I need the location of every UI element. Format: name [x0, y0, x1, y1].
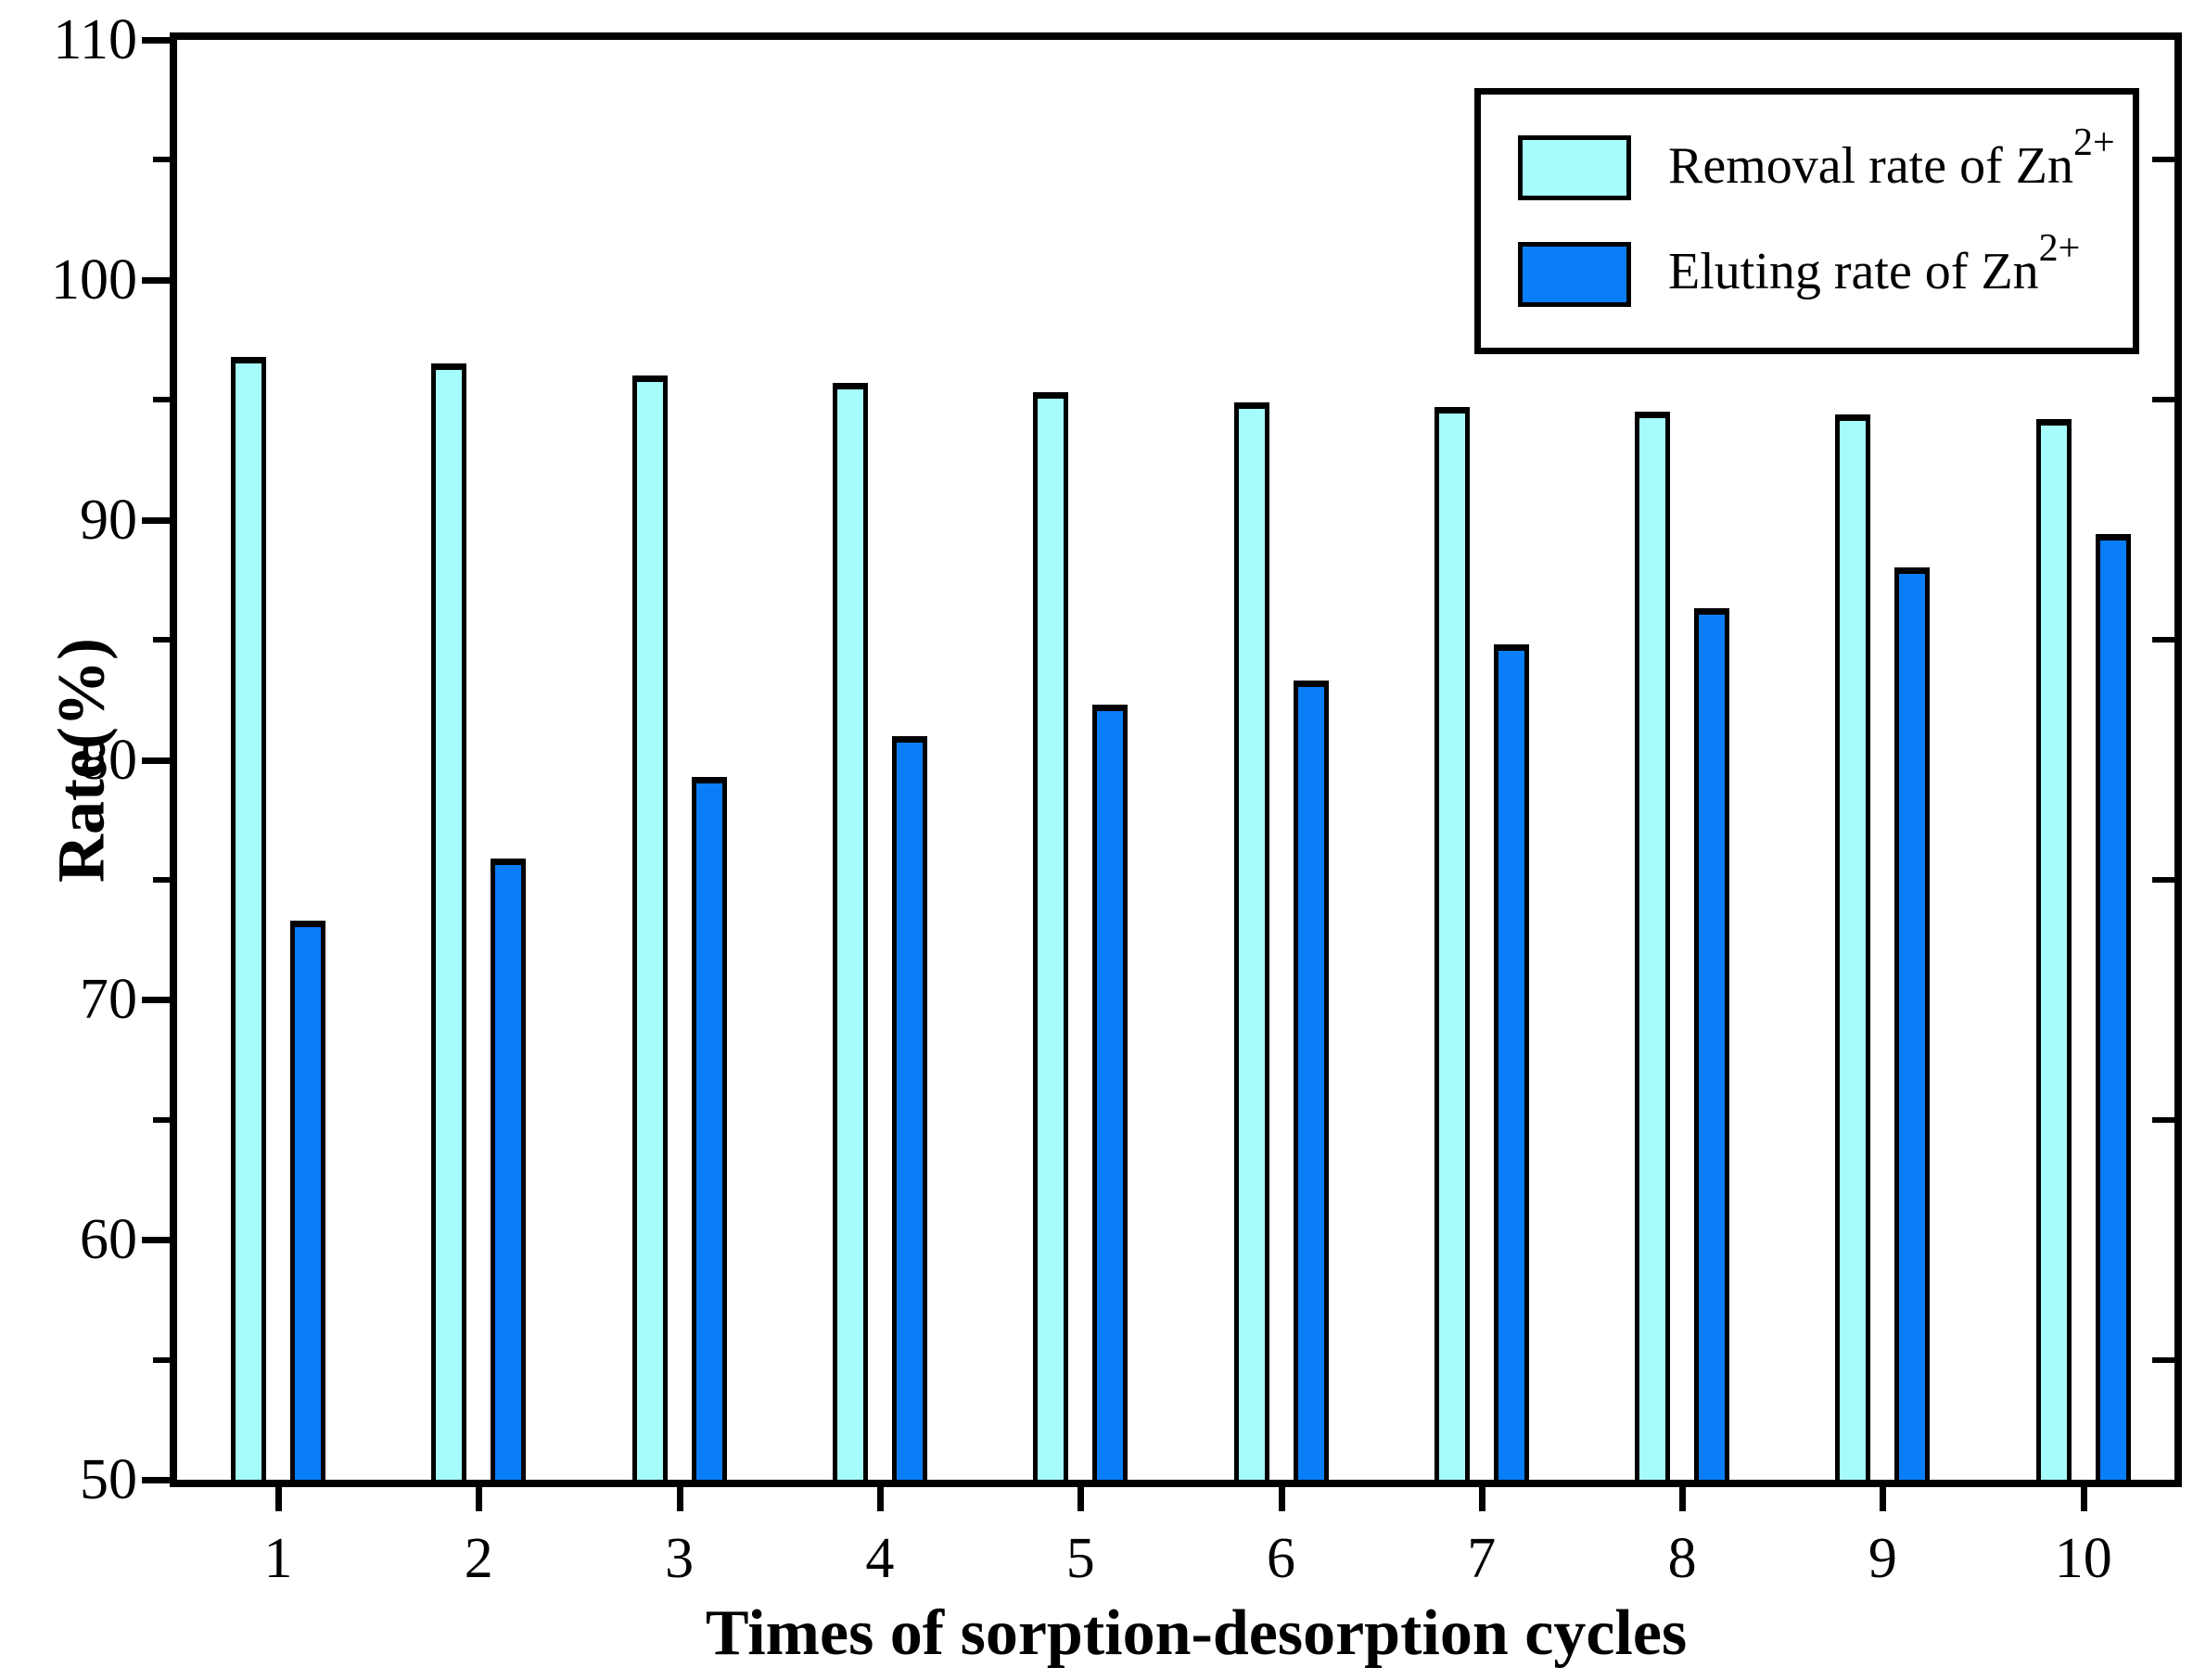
y-major-tick	[142, 757, 170, 764]
x-tick-label: 2	[464, 1527, 493, 1590]
legend: Removal rate of Zn2+ Eluting rate of Zn2…	[1474, 88, 2139, 354]
legend-label-removal-superscript: 2+	[2072, 121, 2115, 164]
bar-removal	[631, 375, 668, 1480]
legend-item-eluting: Eluting rate of Zn2+	[1518, 227, 2133, 307]
y-major-tick	[142, 276, 170, 284]
legend-label-eluting: Eluting rate of Zn2+	[1668, 227, 2080, 304]
bar-eluting	[491, 858, 527, 1480]
legend-label-removal: Removal rate of Zn2+	[1668, 121, 2115, 198]
legend-label-removal-text: Removal rate of Zn	[1668, 136, 2073, 195]
bar-eluting	[290, 920, 325, 1480]
y-tick-label: 60	[80, 1208, 137, 1272]
y-minor-tick-right	[2152, 1356, 2174, 1363]
bar-eluting	[1894, 567, 1931, 1480]
x-tick	[1077, 1485, 1085, 1511]
legend-swatch-removal	[1518, 135, 1631, 201]
bar-eluting	[891, 735, 927, 1480]
y-major-tick	[142, 37, 170, 44]
bar-eluting	[691, 776, 727, 1480]
y-minor-tick-right	[2152, 637, 2174, 643]
x-tick-label: 10	[2054, 1527, 2112, 1590]
y-minor-tick-left	[153, 397, 170, 403]
y-minor-tick-left	[153, 637, 170, 643]
x-tick	[1278, 1485, 1285, 1511]
bar-eluting	[1694, 608, 1730, 1480]
y-minor-tick-left	[153, 1356, 170, 1363]
bar-removal	[832, 383, 868, 1480]
y-major-tick	[142, 516, 170, 524]
y-tick-label: 80	[80, 728, 137, 792]
x-tick	[1880, 1485, 1887, 1511]
bar-removal	[1434, 407, 1470, 1480]
legend-label-eluting-superscript: 2+	[2038, 227, 2081, 271]
bar-removal	[1835, 414, 1871, 1480]
bar-eluting	[2095, 534, 2131, 1480]
y-minor-tick-right	[2152, 157, 2174, 163]
bar-eluting	[1493, 644, 1529, 1480]
x-tick	[476, 1485, 483, 1511]
x-tick	[2080, 1485, 2087, 1511]
bar-removal	[1033, 392, 1069, 1480]
y-major-tick	[142, 1477, 170, 1483]
y-minor-tick-left	[153, 157, 170, 163]
y-major-tick	[142, 997, 170, 1004]
bar-removal	[2035, 418, 2072, 1480]
y-tick-label: 50	[80, 1448, 137, 1511]
x-axis-title: Times of sorption-desorption cycles	[705, 1597, 1688, 1669]
legend-item-removal: Removal rate of Zn2+	[1518, 121, 2133, 201]
x-tick	[275, 1485, 282, 1511]
x-tick	[876, 1485, 884, 1511]
y-tick-label: 100	[51, 248, 137, 312]
bar-eluting	[1092, 704, 1128, 1480]
y-minor-tick-right	[2152, 876, 2174, 883]
y-major-tick	[142, 1237, 170, 1244]
legend-label-eluting-text: Eluting rate of Zn	[1668, 243, 2039, 301]
x-tick-label: 1	[263, 1527, 293, 1590]
y-tick-label: 70	[80, 968, 137, 1032]
legend-swatch-eluting	[1518, 241, 1631, 307]
x-tick	[676, 1485, 683, 1511]
y-minor-tick-left	[153, 876, 170, 883]
bar-eluting	[1293, 681, 1329, 1480]
x-tick-label: 3	[665, 1527, 695, 1590]
y-minor-tick-right	[2152, 397, 2174, 403]
y-minor-tick-left	[153, 1116, 170, 1123]
y-minor-tick-right	[2152, 1116, 2174, 1123]
x-tick-label: 8	[1667, 1527, 1697, 1590]
y-tick-label: 90	[80, 488, 137, 552]
plot-box	[170, 32, 2182, 1487]
x-tick-label: 9	[1868, 1527, 1897, 1590]
bar-removal	[1635, 412, 1671, 1480]
x-tick	[1679, 1485, 1687, 1511]
x-tick-label: 5	[1065, 1527, 1095, 1590]
x-tick-label: 6	[1267, 1527, 1295, 1590]
x-tick	[1478, 1485, 1485, 1511]
bar-removal	[431, 363, 467, 1480]
x-tick-label: 7	[1467, 1527, 1497, 1590]
y-tick-label: 110	[53, 8, 137, 71]
bar-removal	[231, 356, 266, 1480]
bar-removal	[1233, 401, 1269, 1480]
x-tick-label: 4	[865, 1527, 895, 1590]
